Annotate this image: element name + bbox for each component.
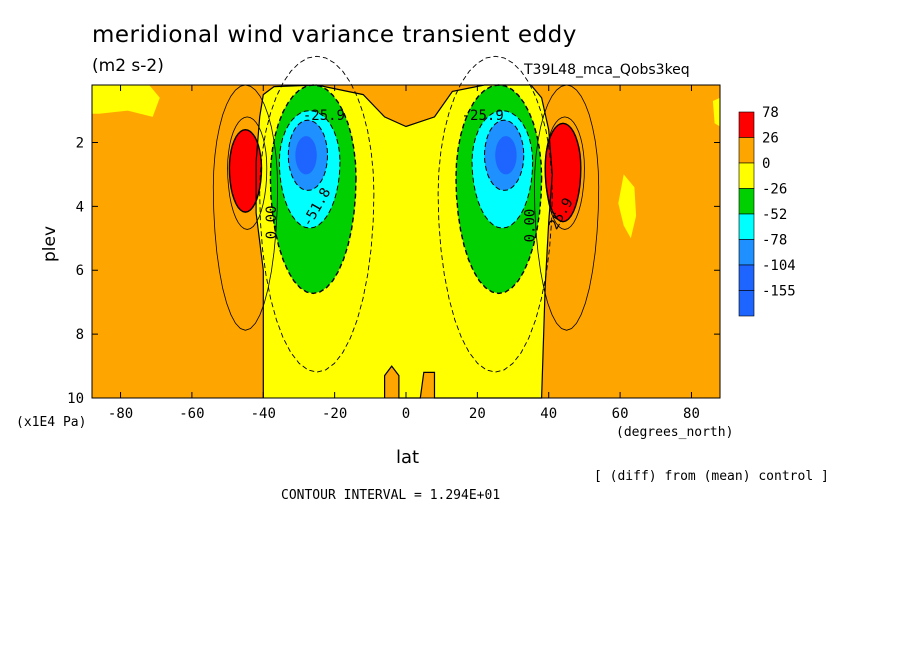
x-tick-label: -80 [108,406,133,422]
y-tick-label: 8 [76,327,84,343]
legend-label: 78 [762,105,779,121]
contour-label: 0.00 [264,205,280,239]
fill-red-north [545,123,581,222]
legend-swatch [738,239,755,266]
contour-blue-south [287,119,329,191]
contour-pos-outer-south [212,84,278,331]
x-tick-label: -60 [179,406,204,422]
diff-note: [ (diff) from (mean) control ] [594,469,829,484]
contour-cyan-south [278,110,341,229]
legend-label: -104 [762,258,796,274]
x-tick-label: 20 [469,406,486,422]
contour-pos-mid-south [227,116,268,230]
legend-label: -52 [762,207,787,223]
contour-red-south [228,128,263,213]
x-tick-label: 60 [612,406,629,422]
chart-units: (m2 s-2) [92,56,164,76]
contour-outer-south [259,55,375,373]
fill-yellow-topleft [92,85,160,117]
x-axis-ticks: -80 -60 -40 -20 0 20 40 60 80 [108,85,700,422]
legend-swatch [738,290,755,317]
legend: 78 26 0 -26 -52 -78 -104 -155 [738,105,796,317]
x-tick-label: -40 [251,406,276,422]
fill-deepblue-north [495,136,517,175]
contour-label: -25.9 [303,108,345,124]
legend-swatch [738,188,755,215]
contour-outer-north [437,55,553,373]
y-axis-units: (x1E4 Pa) [16,415,87,430]
x-axis-units: (degrees_north) [616,425,734,440]
contour-pos-outer-north [534,84,600,331]
legend-swatch [738,213,755,240]
fill-deepblue-south [295,136,317,175]
contour-cyan-north [471,110,534,229]
y-tick-label: 2 [76,135,84,151]
y-axis-ticks: 2 4 6 8 10 [67,135,720,407]
legend-label: -78 [762,233,787,249]
y-tick-label: 10 [67,391,84,407]
x-tick-label: -20 [322,406,347,422]
contour-blue-north [483,119,525,191]
legend-label: -155 [762,284,796,300]
fill-yellow-topright [712,97,720,127]
contour-label: -25.9 [462,108,504,124]
legend-swatch [738,111,755,138]
y-tick-label: 4 [76,199,84,215]
run-id: T39L48_mca_Qobs3keq [524,62,690,78]
contour-red-north [544,122,582,223]
legend-label: 26 [762,131,779,147]
legend-swatch [738,264,755,291]
contour-lines [212,55,600,399]
x-axis-label: lat [396,447,420,468]
y-tick-label: 6 [76,263,84,279]
fill-red-south [229,129,262,213]
legend-swatch [738,162,755,189]
x-tick-label: 40 [540,406,557,422]
legend-label: 0 [762,156,770,172]
contour-fills [92,85,720,398]
fill-yellow-right-blob [618,174,637,239]
contour-interval: CONTOUR INTERVAL = 1.294E+01 [281,488,501,503]
contour-label: 0.00 [522,209,538,243]
legend-swatch [738,137,755,164]
x-tick-label: 0 [402,406,410,422]
y-axis-label: plev [40,225,60,262]
chart-title: meridional wind variance transient eddy [92,22,577,48]
legend-label: -26 [762,182,787,198]
x-tick-label: 80 [683,406,700,422]
